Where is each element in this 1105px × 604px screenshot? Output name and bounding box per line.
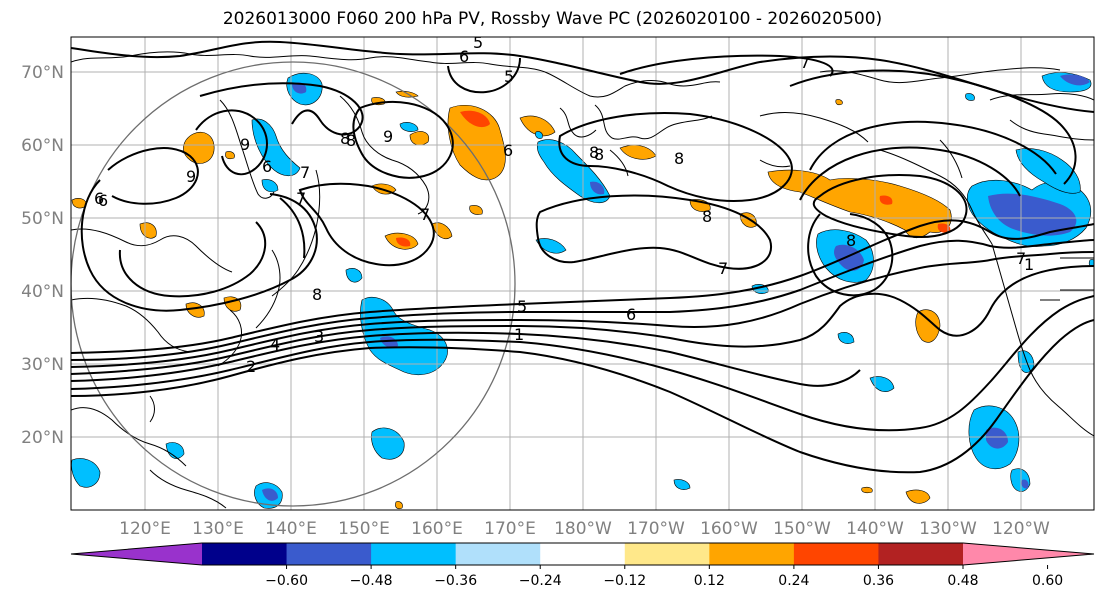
contour-label: 8 [589,143,599,162]
latitude-labels: 70°N 60°N 50°N 40°N 30°N 20°N [21,63,64,448]
contour-label: 5 [504,67,514,86]
map-content: 5 6 8 7 6 5 1 9 6 8 8 8 7 9 6 9 7 8 8 7 … [71,33,1094,510]
colorbar-tick-label: −0.48 [350,573,393,589]
contour-label: 8 [346,131,356,150]
lon-label: 170°W [627,519,685,539]
colorbar-bin [286,543,372,565]
strong-positive-anomaly-shading [396,110,951,247]
colorbar-tick-label: 0.24 [778,573,809,589]
lon-label: 150°W [773,519,831,539]
colorbar-bin [709,543,795,565]
contour-label: 1 [1024,255,1034,274]
strong-negative-anomaly-shading [262,74,1090,501]
colorbar-bin [793,543,879,565]
longitude-labels: 120°E 130°E 140°E 150°E 160°E 170°E 180°… [119,519,1050,539]
lon-label: 130°E [192,519,244,539]
contour-label: 5 [473,33,483,52]
lon-label: 140°E [265,519,317,539]
pv-contours [71,40,1094,474]
colorbar-outline [70,542,1095,566]
map-border [70,36,1095,511]
contour-label: 7 [300,163,310,182]
lat-label: 20°N [21,428,64,448]
colorbar-extend-high [963,543,1094,565]
colorbar-bin [455,543,541,565]
colorbar-tick-label: −0.36 [434,573,477,589]
colorbar-bin [202,543,288,565]
colorbar-tick-label: 0.48 [947,573,978,589]
colorbar-bin [540,543,626,565]
contour-label: 6 [262,157,272,176]
contour-label: 7 [420,205,430,224]
contour-label: 8 [340,129,350,148]
contour-label: 6 [98,191,108,210]
lon-label: 140°W [846,519,904,539]
contour-label: 7 [800,53,810,72]
contour-label: 3 [314,327,324,346]
contour-label: 8 [312,285,322,304]
lon-label: 150°E [338,519,390,539]
colorbar-bin [624,543,710,565]
colorbar: −0.60 −0.48 −0.36 −0.24 −0.12 0.12 0.24 0.36 0.4… [70,542,1095,589]
colorbar-bin [878,543,964,565]
colorbar-tick-label: 0.12 [694,573,725,589]
contour-label: 6 [626,305,636,324]
lon-label: 120°E [119,519,171,539]
contour-label: 8 [594,145,604,164]
contour-label: 8 [674,149,684,168]
lon-label: 160°W [700,519,758,539]
lat-label: 60°N [21,136,64,156]
coastlines [71,51,1094,509]
positive-anomaly-shading [71,90,952,510]
lon-label: 180°W [554,519,612,539]
colorbar-extend-low [71,543,202,565]
colorbar-tick-label: −0.12 [603,573,646,589]
contour-label: 9 [240,135,250,154]
lat-label: 70°N [21,63,64,83]
contour-labels: 5 6 8 7 6 5 1 9 6 8 8 8 7 9 6 9 7 8 8 7 … [94,33,1034,376]
lon-label: 170°E [484,519,536,539]
lat-label: 40°N [21,282,64,302]
colorbar-tick-label: −0.60 [265,573,308,589]
contour-label: 8 [702,207,712,226]
contour-label: 7 [1016,249,1026,268]
colorbar-tick-label: 0.36 [863,573,894,589]
contour-label: 7 [296,189,306,208]
contour-label: 6 [503,141,513,160]
contour-label: 9 [186,167,196,186]
contour-label: 9 [383,127,393,146]
colorbar-tick-label: −0.24 [519,573,562,589]
contour-label: 6 [94,189,104,208]
map-title: 2026013000 F060 200 hPa PV, Rossby Wave … [222,9,883,29]
contour-label: 2 [246,357,256,376]
contour-label: 8 [846,231,856,250]
contour-label: 1 [514,325,524,344]
contour-label: 7 [718,259,728,278]
contour-label: 6 [459,47,469,66]
lat-label: 50°N [21,209,64,229]
lon-label: 160°E [411,519,463,539]
colorbar-tick-label: 0.60 [1032,573,1063,589]
lon-label: 130°W [919,519,977,539]
lon-label: 120°W [992,519,1050,539]
reference-circle [71,61,516,507]
contour-label: 4 [270,335,280,354]
contour-label: 5 [517,297,527,316]
lat-label: 30°N [21,355,64,375]
colorbar-bin [371,543,457,565]
